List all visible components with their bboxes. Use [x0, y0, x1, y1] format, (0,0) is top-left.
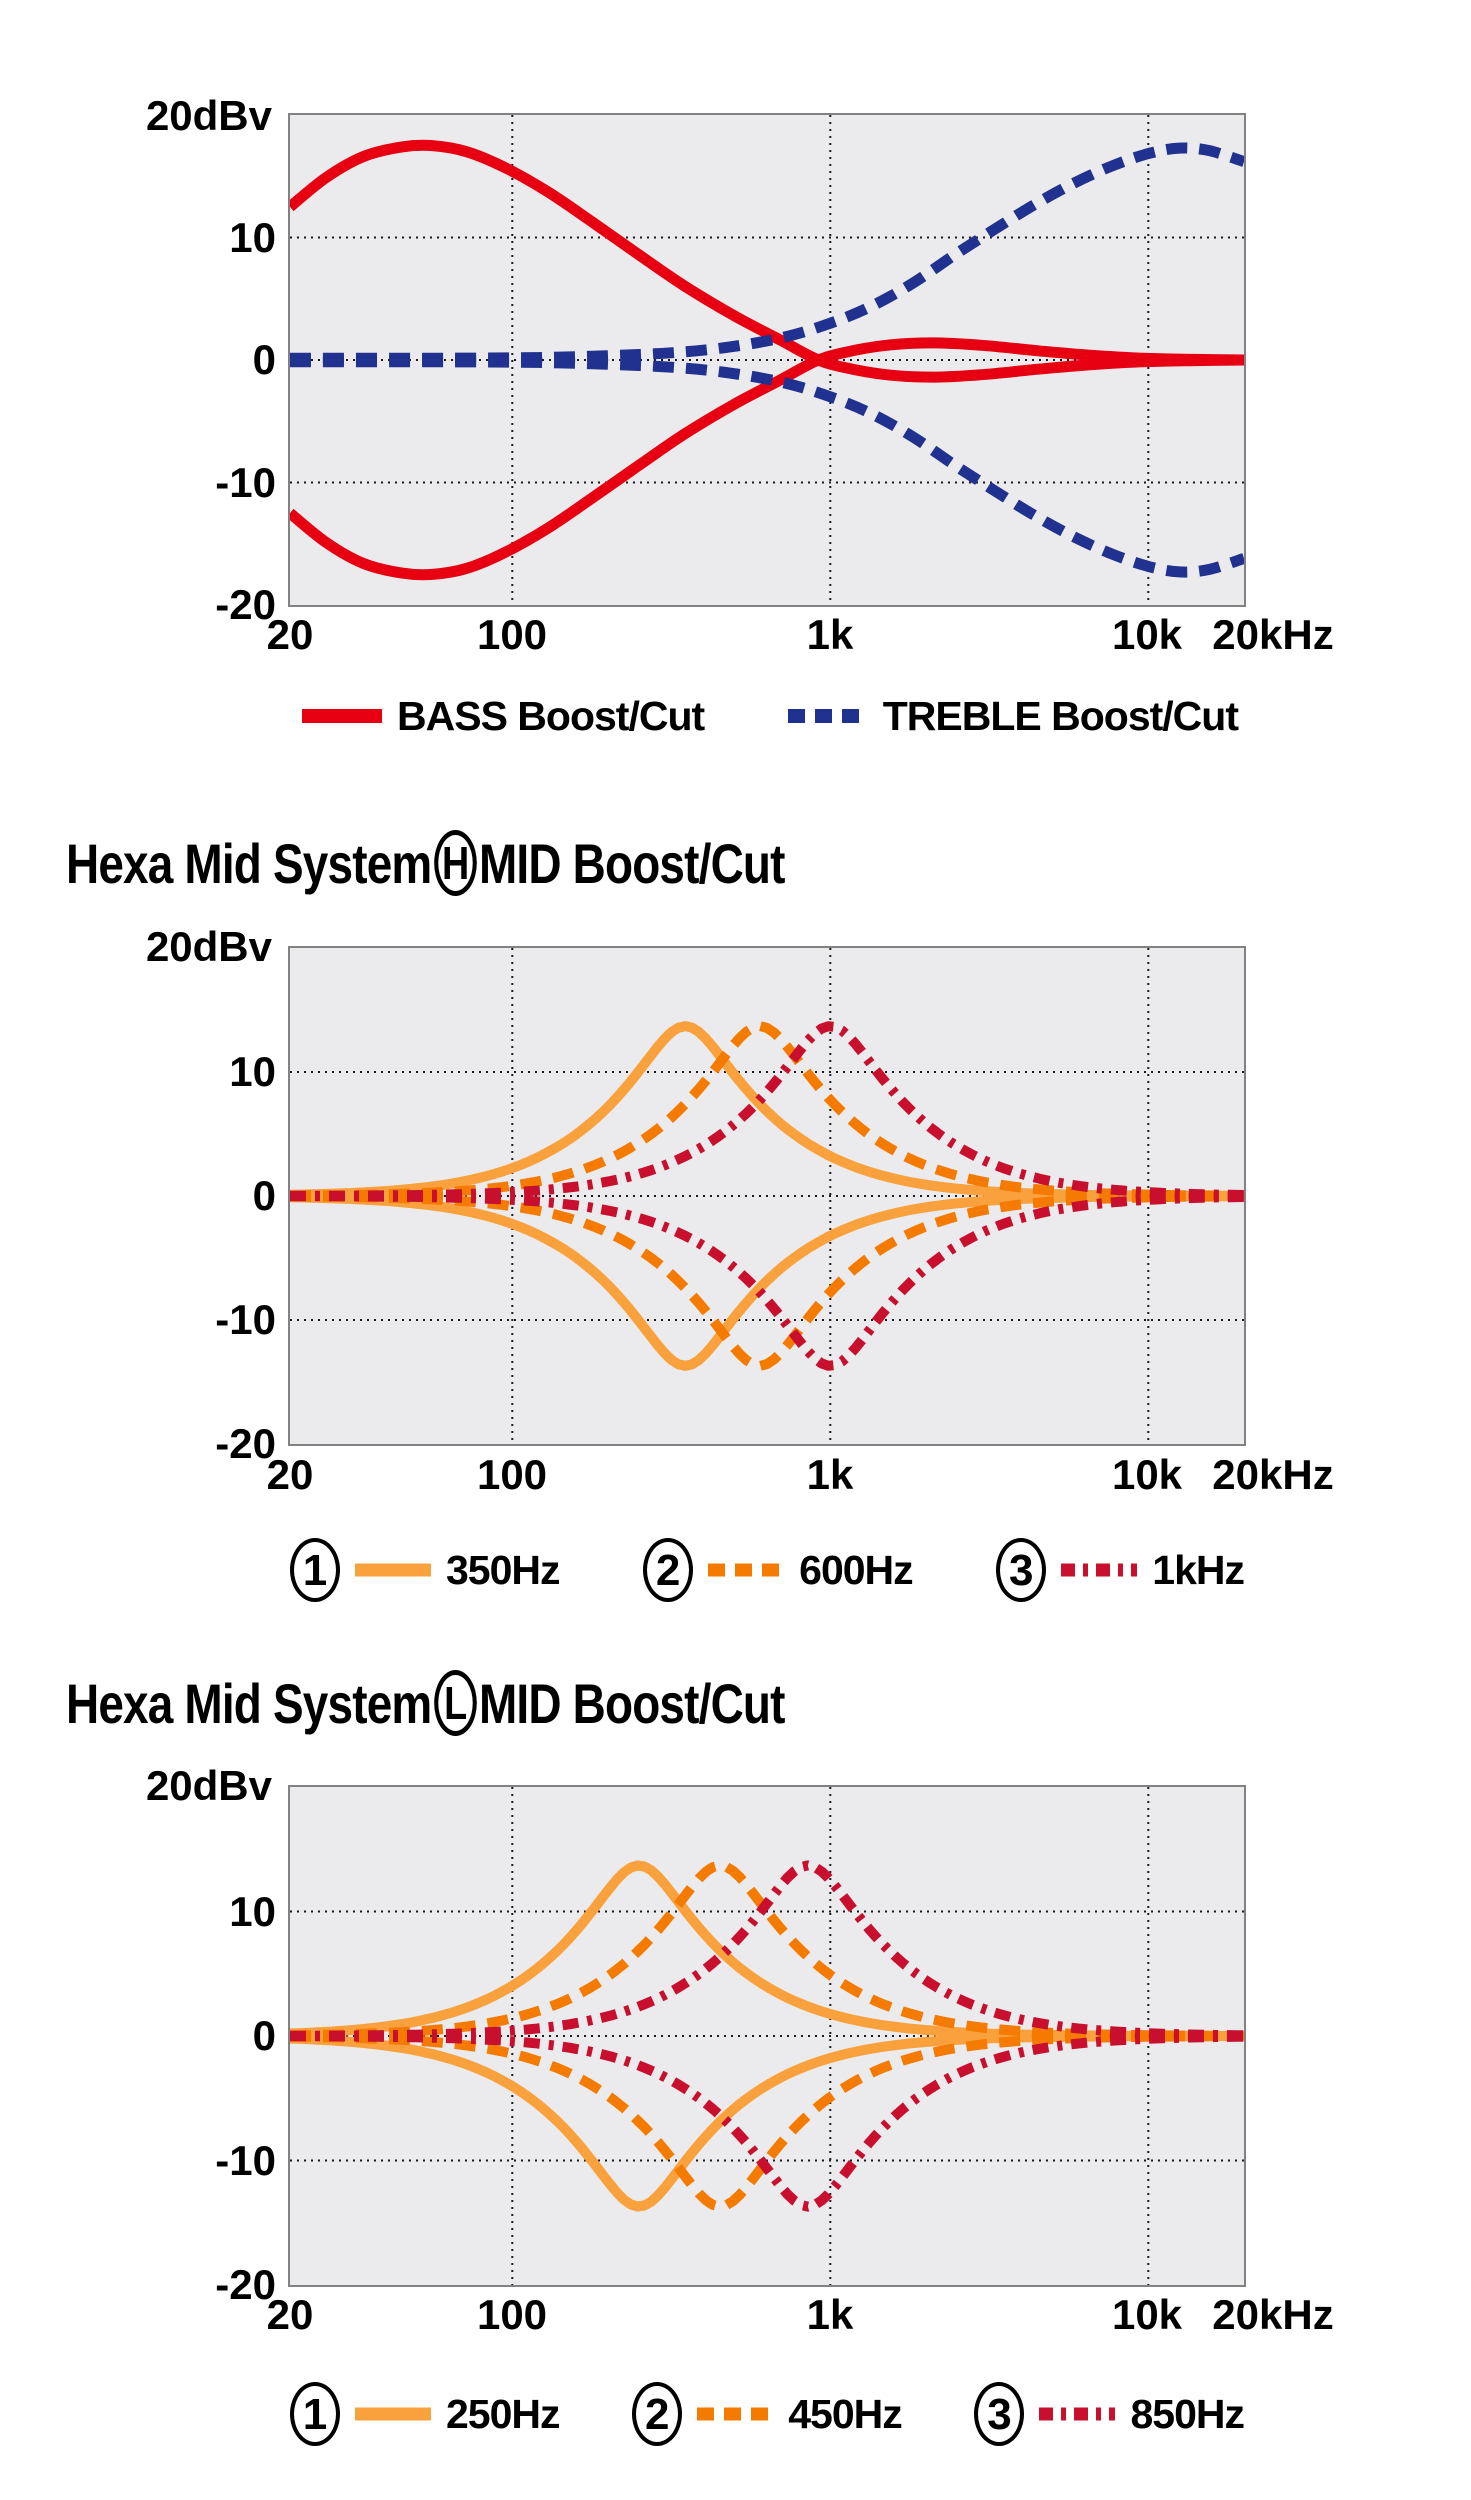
band2-line-swatch — [697, 2407, 774, 2421]
circled-letter-badge: L — [433, 1670, 477, 1736]
y-tick: -10 — [215, 1296, 276, 1343]
y-axis-ticks: 10 0 -10 -20 — [50, 115, 276, 626]
chart-title: Hexa Mid System H MID Boost/Cut — [66, 828, 785, 898]
legend-label: 450Hz — [788, 2390, 903, 2437]
y-tick: 0 — [252, 2012, 276, 2059]
x-axis-ticks: 20 100 1k 10k 20kHz — [267, 2291, 1334, 2344]
hexa-mid-l-plot — [290, 1787, 1244, 2285]
y-axis-ticks: 10 0 -10 -20 — [50, 948, 276, 1465]
hexa-mid-l-plot-frame — [288, 1785, 1246, 2287]
band2-line-swatch — [708, 1563, 785, 1577]
y-tick: 10 — [229, 1048, 276, 1095]
x-tick: 10k — [1111, 2291, 1183, 2338]
x-axis-ticks: 20 100 1k 10k 20kHz — [267, 611, 1334, 664]
y-axis-unit-label: 20dBv — [145, 1762, 272, 1809]
x-tick: 20kHz — [1212, 1451, 1334, 1498]
x-tick: 100 — [476, 611, 548, 658]
circled-number-badge: 3 — [974, 2382, 1025, 2446]
y-tick: -20 — [215, 2261, 276, 2308]
x-tick: 20 — [266, 611, 314, 658]
y-axis-unit-label: 20dBv — [145, 92, 272, 139]
circled-number-badge: 3 — [996, 1538, 1047, 1602]
hexa-mid-h-legend: 1 350Hz 2 600Hz 3 1kHz — [290, 1538, 1245, 1602]
x-tick: 10k — [1111, 611, 1183, 658]
legend-item-bass: BASS Boost/Cut — [300, 692, 705, 740]
bass-line-swatch — [302, 709, 382, 723]
y-tick: 10 — [229, 213, 276, 261]
legend-label: 850Hz — [1130, 2390, 1245, 2437]
band3-line-swatch — [1061, 1563, 1138, 1577]
tone-plot-frame — [288, 113, 1246, 607]
band1-line-swatch — [355, 2407, 431, 2421]
y-tick: -10 — [215, 458, 276, 506]
chart-title: Hexa Mid System L MID Boost/Cut — [66, 1668, 785, 1738]
hexa-mid-l-legend: 1 250Hz 2 450Hz 3 850Hz — [290, 2382, 1245, 2446]
legend-label: 600Hz — [799, 1546, 914, 1593]
circled-number-badge: 1 — [290, 2382, 340, 2446]
legend-item-treble: TREBLE Boost/Cut — [786, 692, 1239, 740]
legend-item-band1: 1 350Hz — [290, 1538, 561, 1602]
legend-label: BASS Boost/Cut — [397, 692, 705, 739]
x-tick: 20kHz — [1212, 611, 1334, 658]
x-tick: 100 — [476, 1451, 548, 1498]
title-suffix: MID Boost/Cut — [478, 1671, 785, 1735]
x-tick: 1k — [806, 2291, 854, 2338]
legend-label: 1kHz — [1152, 1546, 1245, 1593]
tone-plot — [290, 115, 1244, 605]
y-tick: -10 — [215, 2136, 276, 2184]
title-suffix: MID Boost/Cut — [478, 831, 785, 895]
legend-item-band2: 2 450Hz — [632, 2382, 903, 2446]
x-tick: 1k — [806, 1451, 854, 1498]
y-tick: 0 — [252, 1172, 276, 1219]
tone-legend: BASS Boost/Cut TREBLE Boost/Cut — [290, 690, 1244, 742]
y-tick: 0 — [252, 336, 276, 383]
x-tick: 10k — [1111, 1451, 1183, 1498]
legend-label: TREBLE Boost/Cut — [882, 692, 1239, 739]
band1-line-swatch — [355, 1563, 431, 1577]
title-prefix: Hexa Mid System — [66, 831, 432, 895]
legend-item-band3: 3 850Hz — [974, 2382, 1245, 2446]
y-tick: -20 — [215, 1420, 276, 1467]
x-tick: 100 — [476, 2291, 548, 2338]
legend-item-band1: 1 250Hz — [290, 2382, 561, 2446]
x-tick: 20 — [266, 1451, 314, 1498]
legend-item-band2: 2 600Hz — [643, 1538, 914, 1602]
circled-number-badge: 2 — [632, 2382, 683, 2446]
band3-line-swatch — [1039, 2407, 1116, 2421]
legend-label: 350Hz — [446, 1546, 561, 1593]
title-prefix: Hexa Mid System — [66, 1671, 432, 1735]
circled-number-badge: 1 — [290, 1538, 340, 1602]
legend-label: 250Hz — [446, 2390, 561, 2437]
y-axis-unit-label: 20dBv — [145, 923, 272, 970]
x-tick: 20kHz — [1212, 2291, 1334, 2338]
circled-letter-badge: H — [433, 830, 477, 896]
y-tick: 10 — [229, 1887, 276, 1935]
x-tick: 20 — [266, 2291, 314, 2338]
legend-item-band3: 3 1kHz — [996, 1538, 1245, 1602]
x-tick: 1k — [806, 611, 854, 658]
circled-number-badge: 2 — [643, 1538, 694, 1602]
y-tick: -20 — [215, 581, 276, 628]
hexa-mid-h-plot-frame — [288, 946, 1246, 1446]
y-axis-ticks: 10 0 -10 -20 — [50, 1787, 276, 2306]
treble-line-swatch — [787, 709, 868, 723]
hexa-mid-h-plot — [290, 948, 1244, 1444]
x-axis-ticks: 20 100 1k 10k 20kHz — [267, 1451, 1334, 1504]
